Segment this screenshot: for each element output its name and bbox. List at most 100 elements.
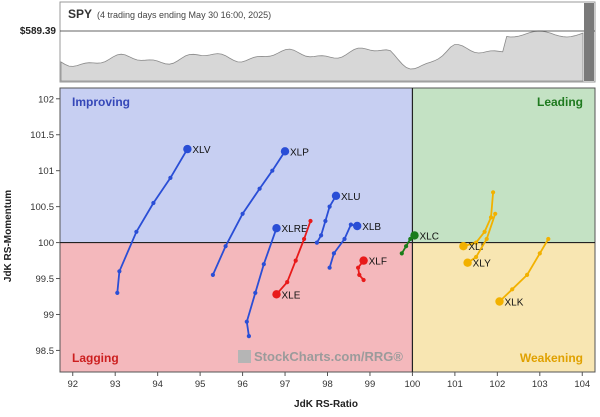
series-point[interactable] [285, 280, 290, 285]
period-highlight [584, 3, 594, 81]
series-head-point[interactable] [359, 256, 368, 265]
series-point[interactable] [134, 229, 139, 234]
series-xlc: XLC [399, 231, 439, 256]
x-tick-label: 101 [447, 379, 463, 390]
series-head-point[interactable] [459, 242, 468, 251]
series-label: XLI [468, 242, 483, 253]
y-tick-label: 101.5 [30, 130, 54, 141]
series-xli: XLI [459, 190, 496, 253]
series-point[interactable] [115, 290, 120, 295]
series-point[interactable] [327, 265, 332, 270]
x-axis-title: JdK RS-Ratio [294, 399, 358, 410]
y-tick-label: 99.5 [36, 274, 55, 285]
y-tick-label: 101 [38, 166, 54, 177]
series-point[interactable] [342, 236, 347, 242]
series-point[interactable] [493, 211, 498, 216]
x-tick-label: 102 [489, 379, 505, 390]
x-tick-label: 100 [404, 379, 420, 390]
series-point[interactable] [525, 272, 530, 277]
series-label: XLP [290, 147, 309, 158]
series-point[interactable] [261, 262, 266, 267]
series-head-point[interactable] [353, 221, 362, 231]
series-point[interactable] [327, 204, 332, 209]
quadrant-label-improving: Improving [72, 95, 130, 109]
y-tick-label: 98.5 [36, 346, 55, 357]
price-history-area [60, 30, 584, 82]
series-tail-line [211, 150, 286, 276]
series-point[interactable] [546, 236, 551, 242]
series-xlk: XLK [495, 236, 551, 309]
series-xly: XLY [463, 211, 498, 270]
series-head-point[interactable] [272, 224, 281, 233]
series-point[interactable] [117, 269, 122, 274]
series-head-point[interactable] [410, 231, 419, 240]
quadrant-layer: Improving Leading Lagging Weakening [59, 87, 596, 373]
series-label: XLE [282, 290, 301, 301]
series-head-point[interactable] [272, 290, 281, 299]
series-point[interactable] [314, 240, 319, 245]
series-point[interactable] [537, 251, 542, 256]
series-point[interactable] [404, 244, 409, 249]
x-tick-label: 95 [195, 379, 206, 390]
series-xlu: XLU [314, 191, 360, 245]
y-tick-label: 100.5 [30, 202, 54, 213]
quadrant-leading [412, 88, 595, 243]
series-head-point[interactable] [280, 147, 290, 156]
series-point[interactable] [357, 272, 362, 277]
series-point[interactable] [293, 258, 298, 263]
x-tick-label: 96 [237, 379, 248, 390]
series-label: XLK [505, 298, 524, 309]
series-point[interactable] [168, 175, 173, 180]
series-point[interactable] [356, 265, 361, 270]
quadrant-lagging [60, 242, 413, 372]
x-tick-label: 98 [322, 379, 333, 390]
series-head-point[interactable] [331, 191, 341, 200]
watermark: StockCharts.com/RRG® [238, 349, 403, 364]
series-label: XLB [362, 222, 381, 233]
series-point[interactable] [257, 186, 262, 191]
series-point[interactable] [246, 334, 251, 339]
series-point[interactable] [270, 168, 275, 173]
series-point[interactable] [244, 319, 249, 324]
x-tick-label: 92 [67, 379, 78, 390]
quadrant-label-lagging: Lagging [72, 351, 119, 365]
x-tick-label: 104 [574, 379, 590, 390]
series-tail-line [466, 212, 497, 264]
series-point[interactable] [488, 215, 494, 220]
series-head-point[interactable] [183, 144, 192, 154]
series-xlb: XLB [327, 221, 381, 270]
series-point[interactable] [223, 244, 228, 249]
quadrant-label-weakening: Weakening [520, 351, 583, 365]
series-point[interactable] [474, 240, 479, 245]
series-point[interactable] [210, 272, 215, 277]
series-point[interactable] [253, 290, 258, 295]
series-point[interactable] [348, 222, 353, 227]
series-point[interactable] [151, 200, 156, 206]
watermark-text: StockCharts.com/RRG® [254, 349, 403, 364]
series-point[interactable] [240, 211, 245, 216]
x-tick-label: 99 [365, 379, 376, 390]
series-point[interactable] [331, 251, 336, 256]
x-tick-label: 94 [152, 379, 163, 390]
series-point[interactable] [308, 218, 313, 224]
quadrant-improving [60, 88, 413, 243]
quadrant-label-leading: Leading [537, 95, 583, 109]
series-point[interactable] [510, 287, 515, 292]
series-label: XLV [192, 145, 210, 156]
series-point[interactable] [323, 218, 328, 224]
series-head-point[interactable] [495, 297, 504, 306]
series-point[interactable] [491, 190, 496, 195]
symbol-label: SPY [68, 7, 92, 21]
price-label: $589.39 [20, 26, 57, 37]
series-point[interactable] [302, 236, 307, 242]
series-point[interactable] [482, 229, 487, 234]
series-xlre: XLRE [244, 224, 308, 339]
series-point[interactable] [474, 254, 479, 260]
series-head-point[interactable] [463, 258, 472, 267]
series-point[interactable] [361, 277, 366, 283]
series-point[interactable] [399, 251, 404, 256]
series-point[interactable] [484, 236, 489, 242]
x-tick-label: 93 [110, 379, 121, 390]
series-point[interactable] [319, 233, 324, 238]
